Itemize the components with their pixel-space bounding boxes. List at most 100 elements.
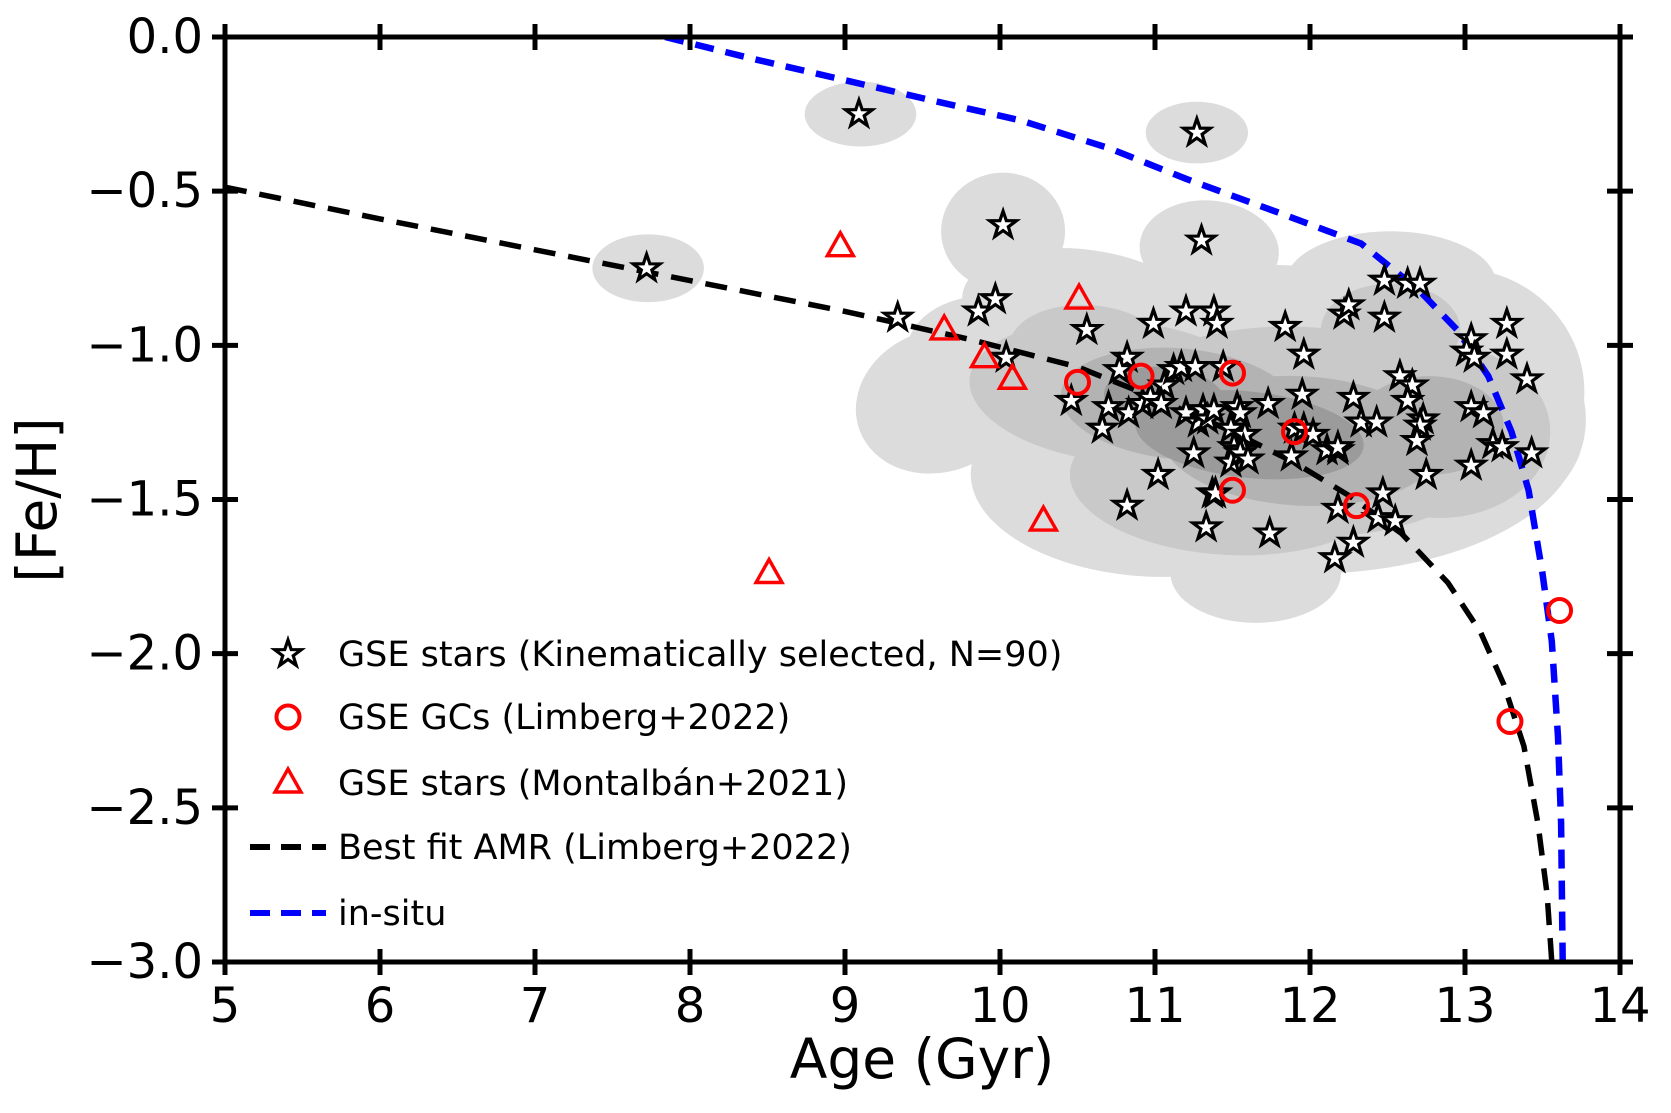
legend-star-marker — [269, 635, 307, 670]
star-marker — [1084, 409, 1121, 444]
x-axis-label: Age (Gyr) — [790, 1027, 1055, 1091]
star-marker — [1484, 428, 1521, 463]
star-marker — [1167, 292, 1205, 327]
star-marker — [1212, 409, 1250, 444]
star-marker — [1394, 366, 1431, 401]
x-tick-label: 9 — [830, 978, 861, 1034]
star-marker — [1109, 486, 1146, 522]
star-marker — [1366, 298, 1403, 333]
triangle-marker — [1027, 503, 1060, 532]
legend: GSE stars (Kinematically selected, N=90)… — [250, 635, 1062, 934]
star-marker — [628, 249, 665, 284]
series-triangle — [753, 229, 1095, 585]
y-tick-label: −2.5 — [86, 780, 203, 836]
star-marker — [1135, 304, 1172, 340]
triangle-marker — [753, 556, 785, 585]
triangle-marker — [968, 340, 1001, 369]
axes-frame: 5 6 7 8 9 10 11 12 13 14 0.0 −0.5 −1.0 −1.5 −2.0 −2.5 −3… — [86, 9, 1650, 1034]
circle-marker — [1343, 492, 1370, 520]
star-marker — [1222, 394, 1259, 429]
star-marker — [1401, 406, 1439, 441]
star-marker — [1143, 384, 1180, 420]
x-tick-label: 8 — [675, 978, 706, 1034]
series-star — [628, 95, 1550, 574]
star-marker — [1364, 474, 1401, 509]
star-marker — [840, 95, 878, 130]
star-marker — [1360, 499, 1397, 534]
legend-markers — [250, 635, 326, 916]
y-tick-label: −3.0 — [86, 934, 203, 990]
y-tick-label: 0.0 — [127, 9, 203, 65]
star-marker — [1140, 455, 1177, 491]
star-marker — [1175, 434, 1212, 469]
star-marker — [1453, 320, 1490, 355]
star-marker — [1068, 310, 1105, 346]
star-marker — [1398, 421, 1436, 457]
legend-label-best-fit-amr: Best fit AMR (Limberg+2022) — [338, 828, 852, 868]
star-marker — [1146, 366, 1183, 401]
triangle-marker — [996, 361, 1029, 390]
star-marker — [1330, 286, 1367, 321]
best-fit-amr-line — [225, 184, 1555, 962]
triangle-marker — [928, 312, 961, 341]
in-situ-line — [664, 37, 1566, 962]
y-tick-label: −2.0 — [86, 626, 203, 682]
star-marker — [985, 206, 1022, 241]
star-marker — [1284, 375, 1321, 411]
star-marker — [1358, 403, 1395, 438]
x-tick-label: 13 — [1434, 978, 1495, 1034]
triangle-marker — [824, 229, 857, 258]
star-marker — [1456, 338, 1493, 374]
star-marker — [1335, 523, 1372, 559]
star-marker — [1408, 455, 1445, 491]
star-marker — [1195, 391, 1232, 426]
circle-marker — [1546, 597, 1574, 624]
star-marker — [1316, 539, 1353, 574]
circle-marker — [1219, 359, 1246, 387]
star-marker — [1183, 221, 1220, 256]
star-marker — [1508, 360, 1546, 395]
star-marker — [1178, 113, 1215, 148]
star-marker — [1273, 437, 1310, 472]
star-marker — [1251, 514, 1288, 549]
star-marker — [1488, 304, 1525, 340]
x-tick-label: 12 — [1279, 978, 1340, 1034]
star-marker — [1513, 434, 1550, 469]
y-tick-label: −1.0 — [86, 317, 203, 373]
star-marker — [1319, 489, 1356, 525]
legend-label-gse-stars: GSE stars (Kinematically selected, N=90) — [338, 635, 1062, 675]
legend-triangle-marker — [272, 765, 304, 794]
x-tick-label: 5 — [210, 978, 241, 1034]
circle-marker — [1127, 362, 1155, 390]
star-marker — [1488, 335, 1525, 370]
fit-lines — [225, 37, 1566, 962]
star-marker — [1335, 378, 1372, 414]
star-marker — [1401, 264, 1439, 300]
star-marker — [1285, 335, 1322, 370]
y-tick-label: −1.5 — [86, 472, 203, 528]
star-marker — [1188, 508, 1225, 543]
star-marker — [1377, 502, 1414, 537]
legend-label-in-situ: in-situ — [338, 894, 446, 934]
star-marker — [988, 338, 1025, 374]
legend-label-gse-gcs: GSE GCs (Limberg+2022) — [338, 698, 790, 738]
star-marker — [1090, 388, 1127, 423]
star-marker — [1453, 446, 1490, 481]
star-marker — [1250, 384, 1287, 420]
legend-label-gse-montalban: GSE stars (Montalbán+2021) — [338, 764, 848, 804]
star-marker — [1267, 307, 1304, 343]
x-tick-label: 14 — [1589, 978, 1650, 1034]
density-contours — [592, 81, 1586, 623]
star-marker — [1229, 440, 1267, 475]
circle-marker — [1219, 476, 1246, 504]
star-marker — [1198, 304, 1236, 340]
circle-marker — [1064, 368, 1091, 396]
star-marker — [1366, 261, 1403, 296]
star-marker — [1053, 381, 1090, 417]
x-tick-label: 11 — [1124, 978, 1185, 1034]
star-marker — [977, 280, 1014, 315]
contour-blob — [1320, 283, 1461, 377]
star-marker — [879, 298, 916, 333]
